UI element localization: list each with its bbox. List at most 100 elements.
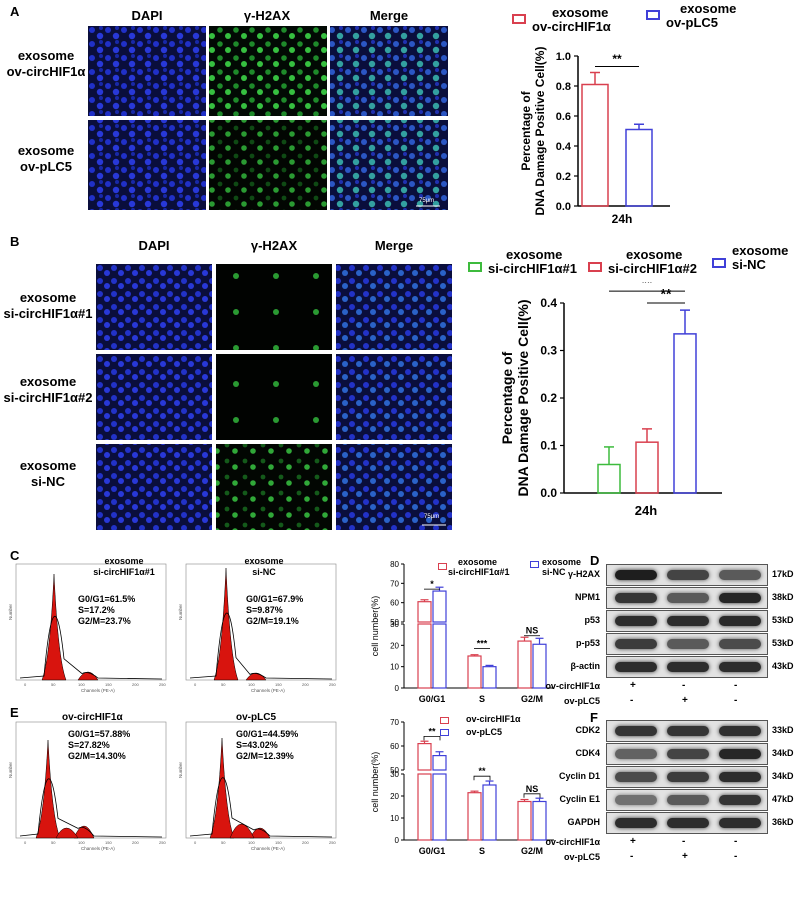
blot-strip [606,766,768,788]
blot-band [719,570,761,580]
flow-stat-g2: G2/M=14.30% [68,751,126,761]
y-label-line1: Percentage of [519,90,533,170]
y-tick-label: 1.0 [556,51,571,63]
blot-kd: 53kD [772,615,794,625]
legend-entry-1: exosome si-circHIF1α#1 [448,557,510,577]
x-tick-label: 50 [51,682,56,687]
histogram-outline [19,778,163,838]
x-tick-label: 100 [248,840,255,845]
sig-label-1: ** [642,282,653,290]
x-tick-label: 150 [105,840,112,845]
micro-dapi-1 [88,26,206,116]
bar [517,800,532,841]
condition-mark: - [682,680,686,691]
g1-peak [41,573,67,681]
g1-peak [209,737,235,839]
x-tick-label: 100 [78,840,85,845]
sig-label-2: ** [661,286,672,302]
y-axis-label: Number [178,603,183,620]
blot-band [667,772,709,782]
blot-band [719,749,761,759]
legend-b: exosome si-circHIF1α#1 exosome si-circHI… [468,244,798,282]
x-tick-label: 50 [221,682,226,687]
row-label-line1: exosome [19,290,77,305]
legend-e: ov-circHIF1α ov-pLC5 [440,713,560,741]
condition-mark: - [734,680,738,691]
row-label-line2: si-NC [31,474,65,489]
bar-2 [635,441,659,494]
blot-band [615,726,657,736]
condition-mark: + [630,836,636,847]
micrograph-grid-a [88,26,448,210]
legend-line1: exosome [732,243,789,258]
legend-entry-3: exosome si-NC [732,244,788,272]
blot-kd: 38kD [772,592,794,602]
flow-stat-s: S=27.82% [68,740,110,750]
col-header-merge: Merge [374,238,414,253]
x-tick-label: 250 [159,840,166,845]
x-tick-label: 250 [329,840,336,845]
row-label-line1: exosome [17,48,75,63]
x-tick-label: G0/G1 [419,846,446,856]
blot-label: CDK2 [575,725,600,735]
col-header-merge: Merge [369,8,409,23]
s-phase [55,827,79,839]
y-tick-label: 0.4 [556,141,572,153]
blot-kd: 43kD [772,661,794,671]
flow-stat-g0: G0/G1=67.9% [246,594,304,604]
blot-label: β-actin [570,661,601,671]
x-axis-label: Channels (PE-A) [251,688,285,693]
x-tick-label: 100 [78,682,85,687]
legend-line2: si-NC [732,257,766,272]
micro-h2ax-2 [209,120,327,210]
bar-1 [581,83,609,207]
y-tick-label: 10 [390,663,399,672]
y-label-line2: DNA Damage Positive Cell(%) [515,299,531,496]
bar [467,792,482,841]
panel-label-d: D [590,553,600,568]
y-tick-label: 0.3 [540,344,557,358]
x-tick-label: 0 [194,682,197,687]
blot-label: Cyclin E1 [559,794,600,804]
chart-e: 50 60 70 0 10 20 30 G0/G1 S G2/M ** ** NS cell number… [370,718,554,856]
col-header-dapi: DAPI [138,238,170,253]
legend-swatch-blue [440,729,449,736]
sig-label: ** [478,766,486,776]
flow-c1-title: exosome si-circHIF1α#1 [84,556,164,578]
y-tick-label: 30 [390,620,399,629]
blot-label: p-p53 [575,638,600,648]
y-tick-label: 10 [390,814,399,823]
legend-entry-2: exosome si-NC [542,557,581,577]
row-label-line1: exosome [19,458,77,473]
condition-mark: - [682,836,686,847]
flow-stat-s: S=9.87% [246,605,283,615]
legend-swatch-red [440,717,449,724]
legend-line2: si-circHIF1α#1 [488,261,577,276]
legend-swatch-blue [530,561,539,568]
x-axis-label: Channels (PE-A) [251,846,285,851]
flow-panel-c: 0 50 100 150 200 250 Channels (PE-A) Number 0 50 1… [8,563,336,693]
g2-peak [77,671,99,681]
flow-stat-g0: G0/G1=44.59% [236,729,299,739]
blot-strip [606,789,768,811]
row-label-line2: si-circHIF1α#2 [3,390,93,405]
condition-mark: - [734,695,738,706]
flow-title-line1: exosome [244,556,284,566]
legend-line2: si-circHIF1α#1 [448,567,510,577]
legend-line1: exosome [542,557,582,567]
micro-dapi-2 [88,120,206,210]
blot-band [667,593,709,603]
legend-line1: exosome [680,1,737,16]
legend-swatch-red [512,14,526,24]
flow-stat-g2: G2/M=12.39% [236,751,294,761]
bar-bottom [417,773,432,841]
flow-stat-g2: G2/M=23.7% [78,616,131,626]
histogram-outline [189,777,333,838]
legend-line2: ov-circHIF1α [532,19,611,34]
bar-top [417,601,432,623]
y-tick-label: 50 [390,766,399,775]
y-label: cell number(%) [370,596,380,657]
flow-c2-title: exosome si-NC [244,556,284,578]
blot-band [719,726,761,736]
blot-strip [606,610,768,632]
